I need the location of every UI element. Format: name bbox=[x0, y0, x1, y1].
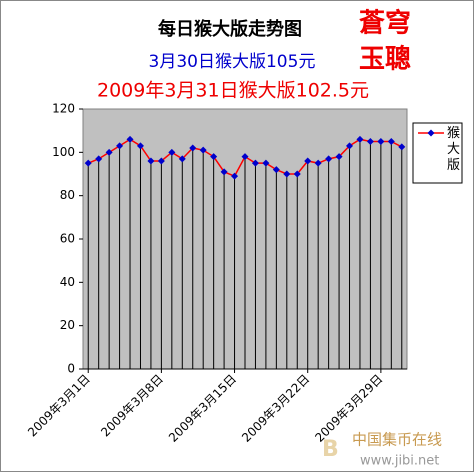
marker bbox=[314, 159, 322, 167]
marker bbox=[189, 144, 197, 152]
marker bbox=[356, 135, 364, 143]
marker bbox=[346, 142, 354, 150]
marker bbox=[199, 146, 207, 154]
marker bbox=[283, 170, 291, 178]
marker bbox=[241, 153, 249, 161]
marker bbox=[168, 148, 176, 156]
marker bbox=[157, 157, 165, 165]
marker bbox=[387, 138, 395, 145]
marker bbox=[136, 142, 144, 150]
y-tick-label: 40 bbox=[60, 275, 75, 289]
chart-title: 每日猴大版走势图 bbox=[158, 18, 302, 40]
marker bbox=[105, 148, 113, 156]
y-tick-label: 0 bbox=[67, 362, 75, 376]
watermark-logo: B bbox=[322, 437, 339, 462]
chart-subtitle: 3月30日猴大版105元 bbox=[149, 52, 316, 72]
signature: 蒼穹 bbox=[359, 8, 411, 39]
marker bbox=[147, 157, 155, 165]
marker bbox=[262, 159, 270, 167]
y-tick-label: 100 bbox=[52, 145, 75, 159]
marker bbox=[304, 157, 312, 165]
marker bbox=[251, 159, 259, 167]
marker bbox=[293, 170, 301, 178]
marker bbox=[325, 155, 333, 163]
marker bbox=[272, 166, 280, 174]
chart-subtitle: 2009年3月31日猴大版102.5元 bbox=[97, 80, 369, 102]
marker bbox=[95, 155, 103, 163]
y-tick-label: 60 bbox=[60, 232, 75, 246]
watermark: 中国集币在线 bbox=[352, 431, 442, 449]
marker bbox=[84, 159, 92, 167]
marker bbox=[220, 168, 228, 176]
signature: 玉聰 bbox=[359, 44, 411, 75]
y-tick-label: 120 bbox=[52, 102, 75, 116]
marker bbox=[210, 153, 218, 161]
y-tick-label: 20 bbox=[60, 318, 75, 332]
marker bbox=[377, 138, 385, 145]
marker bbox=[398, 143, 406, 151]
marker bbox=[126, 135, 134, 143]
marker bbox=[335, 153, 343, 161]
legend-label: 猴大版 bbox=[447, 126, 461, 173]
marker bbox=[116, 142, 124, 150]
legend-marker bbox=[427, 129, 435, 137]
y-tick-label: 80 bbox=[60, 188, 75, 202]
watermark: www.jibi.net bbox=[360, 454, 439, 469]
marker bbox=[178, 155, 186, 163]
marker bbox=[366, 138, 374, 145]
marker bbox=[231, 172, 239, 180]
